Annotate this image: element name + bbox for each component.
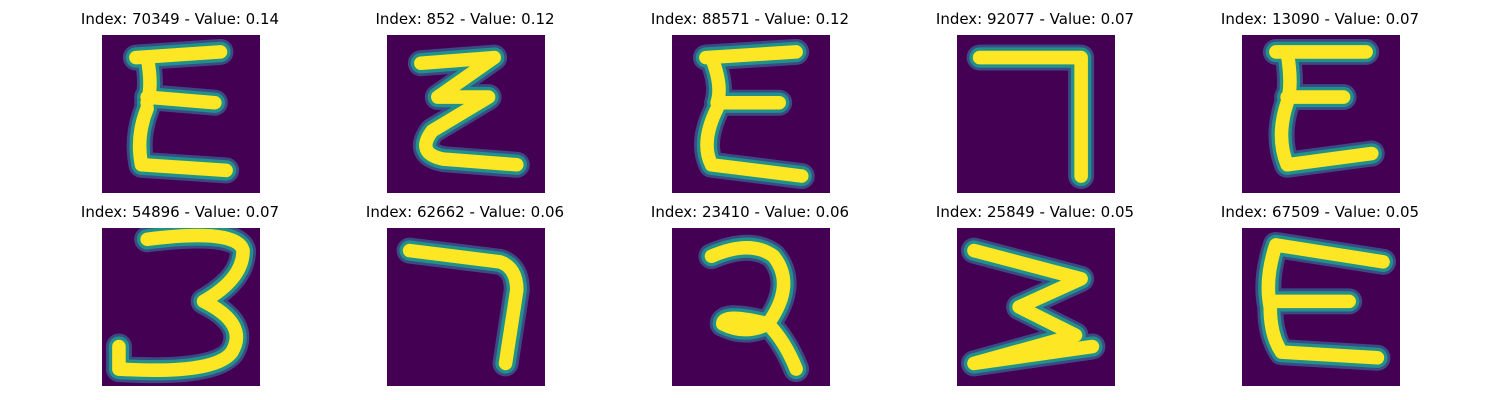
digit-image	[387, 228, 545, 386]
image-cell-9: Index: 25849 - Value: 0.05	[925, 202, 1145, 387]
digit-stroke	[414, 50, 524, 172]
digit-image	[672, 35, 830, 193]
digit-image	[1242, 228, 1400, 386]
image-title: Index: 23410 - Value: 0.06	[650, 203, 850, 221]
digit-stroke	[1261, 238, 1390, 365]
image-cell-6: Index: 54896 - Value: 0.07	[70, 202, 290, 387]
image-cell-7: Index: 62662 - Value: 0.06	[355, 202, 575, 387]
image-title: Index: 67509 - Value: 0.05	[1220, 203, 1420, 221]
digit-stroke	[967, 243, 1100, 371]
image-cell-4: Index: 92077 - Value: 0.07	[925, 9, 1145, 194]
digit-image	[102, 35, 260, 193]
digit-stroke	[402, 243, 524, 371]
digit-image	[957, 228, 1115, 386]
digit-image	[387, 35, 545, 193]
digit-stroke	[112, 228, 250, 377]
image-title: Index: 13090 - Value: 0.07	[1220, 10, 1420, 28]
digit-stroke	[129, 45, 233, 178]
image-cell-3: Index: 88571 - Value: 0.12	[640, 9, 860, 194]
image-title: Index: 852 - Value: 0.12	[375, 10, 555, 28]
image-cell-5: Index: 13090 - Value: 0.07	[1210, 9, 1430, 194]
digit-stroke	[972, 50, 1088, 183]
digit-stroke	[704, 241, 803, 376]
image-title: Index: 70349 - Value: 0.14	[80, 10, 280, 28]
image-title: Index: 92077 - Value: 0.07	[935, 10, 1135, 28]
digit-stroke	[1269, 45, 1379, 172]
image-cell-1: Index: 70349 - Value: 0.14	[70, 9, 290, 194]
image-title: Index: 25849 - Value: 0.05	[935, 203, 1135, 221]
digit-image	[1242, 35, 1400, 193]
image-title: Index: 54896 - Value: 0.07	[80, 203, 280, 221]
image-cell-2: Index: 852 - Value: 0.12	[355, 9, 575, 194]
image-title: Index: 88571 - Value: 0.12	[650, 10, 850, 28]
image-cell-10: Index: 67509 - Value: 0.05	[1210, 202, 1430, 387]
image-title: Index: 62662 - Value: 0.06	[365, 203, 565, 221]
digit-image	[102, 228, 260, 386]
digit-stroke	[699, 45, 809, 183]
image-cell-8: Index: 23410 - Value: 0.06	[640, 202, 860, 387]
digit-image	[672, 228, 830, 386]
digit-image	[957, 35, 1115, 193]
